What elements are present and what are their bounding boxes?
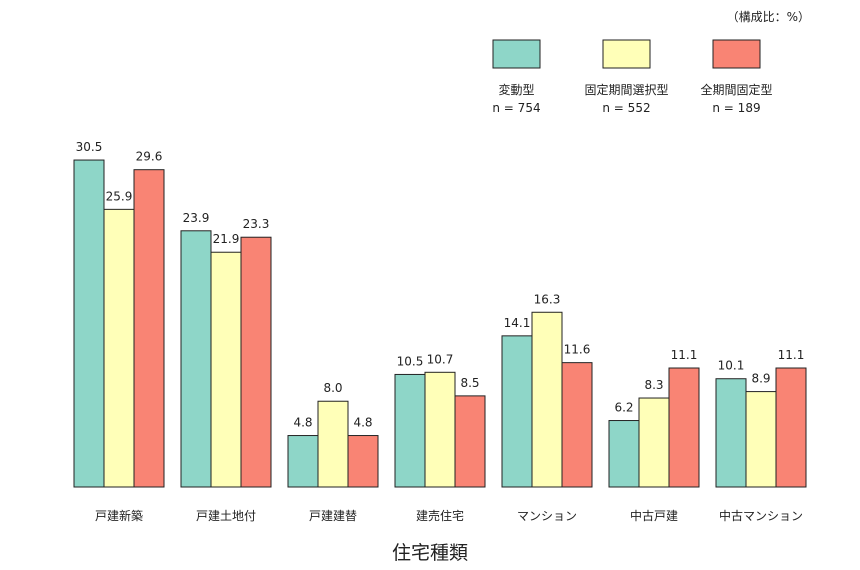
value-label-3-1: 29.6 — [136, 150, 163, 164]
category-label-7: 中古マンション — [719, 508, 803, 523]
bar-3-6 — [668, 367, 700, 488]
value-label-3-7: 11.1 — [778, 348, 805, 362]
bar-3-2 — [240, 236, 272, 488]
bar-1-4 — [394, 373, 426, 488]
value-label-1-4: 10.5 — [397, 354, 424, 368]
bar-3-1 — [133, 169, 165, 488]
bar-3-3 — [347, 435, 379, 488]
bar-2-3 — [317, 400, 349, 488]
category-label-4: 建売住宅 — [416, 508, 464, 523]
x-axis-title: 住宅種類 — [391, 542, 468, 564]
value-label-3-6: 11.1 — [671, 348, 698, 362]
value-label-2-3: 8.0 — [323, 381, 342, 395]
value-label-2-6: 8.3 — [644, 378, 663, 392]
value-label-1-3: 4.8 — [293, 416, 312, 430]
bar-1-3 — [287, 435, 319, 488]
legend-name-2: 固定期間選択型 — [584, 82, 668, 97]
value-label-2-5: 16.3 — [534, 292, 561, 306]
bar-2-7 — [745, 391, 777, 488]
category-label-5: マンション — [517, 509, 577, 523]
value-label-2-4: 10.7 — [427, 352, 454, 366]
bar-1-5 — [501, 335, 533, 488]
value-label-1-5: 14.1 — [504, 316, 531, 330]
bar-3-4 — [454, 395, 486, 488]
legend-n-2: n = 552 — [602, 101, 650, 115]
value-label-3-4: 8.5 — [460, 376, 479, 390]
value-label-2-7: 8.9 — [751, 372, 770, 386]
category-label-3: 戸建建替 — [309, 509, 357, 523]
category-labels: 戸建新築 戸建土地付 戸建建替 建売住宅 マンション 中古戸建 中古マンション — [95, 508, 803, 523]
bar-2-1 — [103, 208, 135, 488]
bar-2-2 — [210, 251, 242, 488]
bars — [73, 159, 807, 488]
value-label-2-1: 25.9 — [106, 189, 133, 203]
bar-3-5 — [561, 362, 593, 488]
value-label-3-3: 4.8 — [353, 416, 372, 430]
legend-name-3: 全期間固定型 — [700, 82, 772, 97]
legend: 変動型 n = 754 固定期間選択型 n = 552 全期間固定型 n = 189 — [492, 39, 773, 115]
bar-3-7 — [775, 367, 807, 488]
legend-swatch-2 — [602, 39, 651, 69]
value-label-3-2: 23.3 — [243, 217, 270, 231]
legend-n-1: n = 754 — [492, 101, 540, 115]
legend-name-1: 変動型 — [498, 82, 534, 97]
category-label-6: 中古戸建 — [630, 508, 678, 523]
unit-note: （構成比：%） — [726, 10, 810, 24]
bar-1-7 — [715, 378, 747, 488]
bar-2-4 — [424, 371, 456, 488]
bar-2-5 — [531, 311, 563, 488]
value-label-1-7: 10.1 — [718, 359, 745, 373]
value-labels: 30.525.929.623.921.923.34.88.04.810.5 10.… — [76, 140, 805, 430]
bar-2-6 — [638, 397, 670, 488]
bar-1-1 — [73, 159, 105, 488]
bar-1-6 — [608, 420, 640, 488]
value-label-1-2: 23.9 — [183, 211, 210, 225]
value-label-3-5: 11.6 — [564, 343, 591, 357]
legend-swatch-3 — [712, 39, 761, 69]
category-label-1: 戸建新築 — [95, 508, 143, 523]
legend-n-3: n = 189 — [712, 101, 760, 115]
bar-1-2 — [180, 230, 212, 488]
value-label-1-6: 6.2 — [614, 401, 633, 415]
legend-swatch-1 — [492, 39, 541, 69]
value-label-2-2: 21.9 — [213, 232, 240, 246]
value-label-1-1: 30.5 — [76, 140, 103, 154]
category-label-2: 戸建土地付 — [196, 509, 256, 523]
